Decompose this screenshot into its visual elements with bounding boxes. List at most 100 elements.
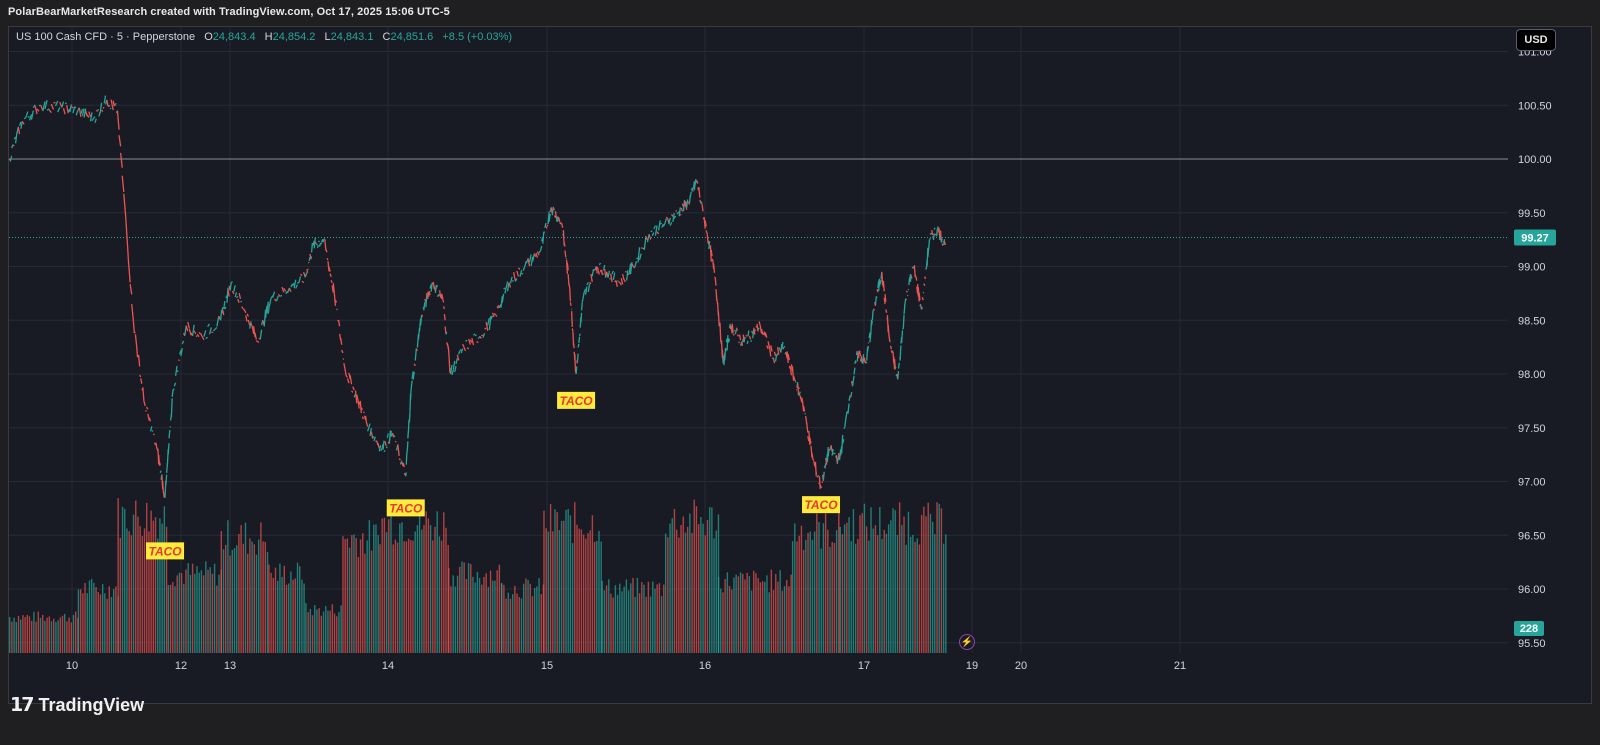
volume-bar	[205, 561, 207, 653]
price-segment	[836, 456, 840, 463]
volume-bar	[452, 575, 454, 653]
price-segment	[514, 278, 518, 282]
x-tick-label: 10	[66, 660, 78, 672]
volume-bar	[346, 538, 349, 653]
price-segment	[598, 262, 601, 266]
price-segment	[67, 108, 71, 113]
price-segment	[831, 448, 834, 456]
volume-bar	[827, 529, 829, 653]
price-segment	[61, 101, 65, 108]
chart-frame[interactable]	[8, 26, 1592, 704]
price-segment	[267, 304, 271, 314]
taco-label-box[interactable]	[802, 496, 841, 514]
price-segment	[458, 350, 461, 355]
volume-bar	[675, 529, 678, 653]
volume-bar	[216, 585, 218, 653]
price-segment	[454, 366, 457, 373]
volume-bar	[516, 593, 518, 653]
volume-bar	[260, 522, 262, 653]
price-segment	[857, 352, 860, 359]
price-segment	[897, 362, 900, 369]
price-segment	[408, 411, 411, 423]
volume-bar	[529, 583, 531, 653]
price-segment	[320, 242, 323, 245]
volume-bar	[934, 534, 936, 653]
price-segment	[397, 444, 400, 457]
price-segment	[711, 258, 714, 261]
price-segment	[565, 259, 569, 274]
price-segment	[822, 471, 825, 481]
price-segment	[18, 121, 22, 126]
volume-bar	[427, 518, 430, 653]
price-segment	[323, 238, 326, 241]
price-segment	[730, 325, 733, 334]
price-segment	[173, 382, 177, 387]
volume-bar	[680, 525, 682, 653]
price-segment	[212, 329, 216, 332]
volume-bar	[576, 524, 578, 653]
price-segment	[434, 284, 438, 294]
volume-bar	[196, 566, 198, 653]
price-segment	[750, 340, 753, 343]
price-segment	[885, 309, 888, 313]
price-segment	[783, 345, 786, 348]
volume-bar	[813, 531, 816, 653]
symbol-name[interactable]: US 100 Cash CFD · 5 · Pepperstone	[16, 31, 196, 43]
volume-bar	[474, 582, 476, 653]
volume-bar	[547, 531, 550, 653]
volume-bar	[652, 581, 654, 653]
price-segment	[488, 315, 492, 330]
price-segment	[421, 314, 424, 317]
price-segment	[928, 239, 931, 250]
volume-bar	[796, 541, 798, 653]
price-segment	[758, 321, 761, 326]
price-segment	[94, 118, 97, 123]
price-segment	[106, 99, 109, 107]
price-segment	[797, 387, 800, 390]
volume-bar	[154, 517, 157, 653]
price-segment	[736, 334, 740, 337]
volume-bar	[255, 554, 258, 653]
price-segment	[419, 314, 423, 326]
price-segment	[466, 347, 470, 350]
price-segment	[691, 187, 694, 192]
currency-button[interactable]: USD	[1516, 29, 1556, 51]
volume-bar	[385, 532, 388, 653]
taco-label-box[interactable]	[386, 499, 425, 517]
price-segment	[23, 117, 27, 120]
tradingview-logo[interactable]: 𝟭𝟳 TradingView	[10, 694, 144, 716]
price-segment	[268, 298, 272, 306]
price-segment	[40, 105, 44, 111]
price-segment	[786, 351, 789, 364]
volume-bar	[909, 536, 912, 653]
price-segment	[121, 175, 125, 192]
price-segment	[447, 346, 450, 359]
lightning-icon[interactable]: ⚡	[959, 634, 975, 650]
price-segment	[225, 295, 228, 299]
volume-bar	[715, 530, 717, 653]
volume-bar	[731, 589, 733, 653]
volume-bar	[11, 621, 13, 653]
price-segment	[650, 230, 653, 233]
price-segment	[46, 108, 50, 111]
taco-label-box[interactable]	[146, 542, 185, 560]
price-segment	[437, 293, 441, 297]
volume-bar	[399, 523, 401, 653]
price-segment	[743, 336, 746, 343]
price-segment	[330, 280, 333, 284]
taco-label-box[interactable]	[557, 391, 596, 409]
volume-bar	[619, 583, 621, 653]
price-segment	[167, 443, 170, 455]
price-segment	[830, 445, 833, 452]
volume-bar	[355, 538, 357, 653]
price-segment	[258, 337, 261, 340]
volume-bar	[272, 577, 275, 653]
volume-bar	[775, 574, 777, 653]
volume-bar	[569, 515, 572, 653]
volume-bar	[268, 564, 270, 653]
volume-bar	[28, 616, 31, 653]
price-segment	[336, 308, 338, 311]
price-segment	[346, 378, 350, 384]
price-segment	[936, 226, 939, 230]
